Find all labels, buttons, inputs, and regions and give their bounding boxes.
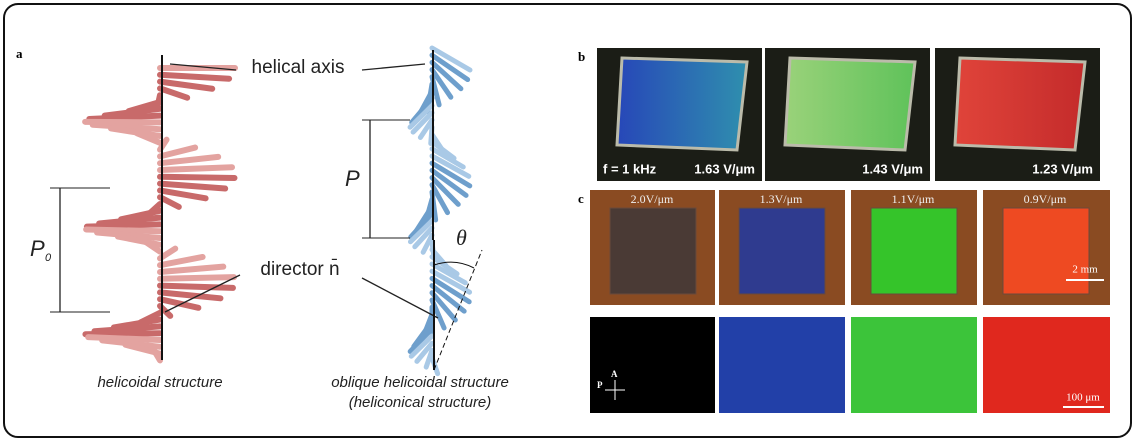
scale-label: 100 μm bbox=[1066, 392, 1100, 404]
director-label: director n̄ bbox=[260, 259, 339, 280]
panel-b: 1.63 V/μm 1.43 V/μm 1.23 V/μm f = 1 kHz bbox=[597, 48, 1100, 181]
field-label: 1.63 V/μm bbox=[694, 161, 755, 176]
cell bbox=[785, 58, 915, 150]
cell bbox=[617, 58, 747, 150]
pitch0-label: P bbox=[30, 236, 45, 261]
field-label: 0.9V/μm bbox=[1024, 192, 1067, 206]
rod bbox=[89, 116, 160, 119]
pitch0-subscript: 0 bbox=[45, 252, 52, 264]
photo bbox=[719, 317, 845, 413]
analyzer-label: A bbox=[611, 369, 618, 379]
panel-label: b bbox=[578, 49, 585, 64]
frequency-label: f = 1 kHz bbox=[603, 161, 657, 176]
rod bbox=[160, 75, 229, 79]
pitch-label: P bbox=[345, 166, 360, 191]
photo bbox=[590, 317, 715, 413]
caption: (heliconical structure) bbox=[349, 394, 492, 411]
caption: oblique helicoidal structure bbox=[331, 374, 509, 391]
scale-label: 2 mm bbox=[1072, 264, 1098, 276]
caption: helicoidal structure bbox=[97, 374, 222, 391]
rod bbox=[160, 286, 233, 288]
rod bbox=[160, 177, 234, 178]
figure: a helical axis director n̄ P 0 P θ helic… bbox=[0, 0, 1135, 441]
rod bbox=[85, 333, 160, 334]
pixel-square bbox=[739, 208, 825, 294]
field-label: 2.0V/μm bbox=[631, 192, 674, 206]
field-label: 1.1V/μm bbox=[892, 192, 935, 206]
field-label: 1.43 V/μm bbox=[862, 161, 923, 176]
rod bbox=[160, 167, 232, 170]
pixel-square bbox=[1003, 208, 1089, 294]
photo bbox=[851, 317, 977, 413]
panel-label: c bbox=[578, 191, 584, 206]
helical-axis-label: helical axis bbox=[252, 57, 345, 78]
rod bbox=[160, 277, 234, 279]
panel-label: a bbox=[16, 46, 23, 61]
pixel-square bbox=[871, 208, 957, 294]
field-label: 1.23 V/μm bbox=[1032, 161, 1093, 176]
polarizer-label: P bbox=[597, 380, 603, 390]
field-label: 1.3V/μm bbox=[760, 192, 803, 206]
rod bbox=[87, 224, 160, 226]
cell bbox=[955, 58, 1085, 150]
angle-label: θ bbox=[456, 225, 467, 250]
rod bbox=[88, 337, 160, 340]
pixel-square bbox=[610, 208, 696, 294]
